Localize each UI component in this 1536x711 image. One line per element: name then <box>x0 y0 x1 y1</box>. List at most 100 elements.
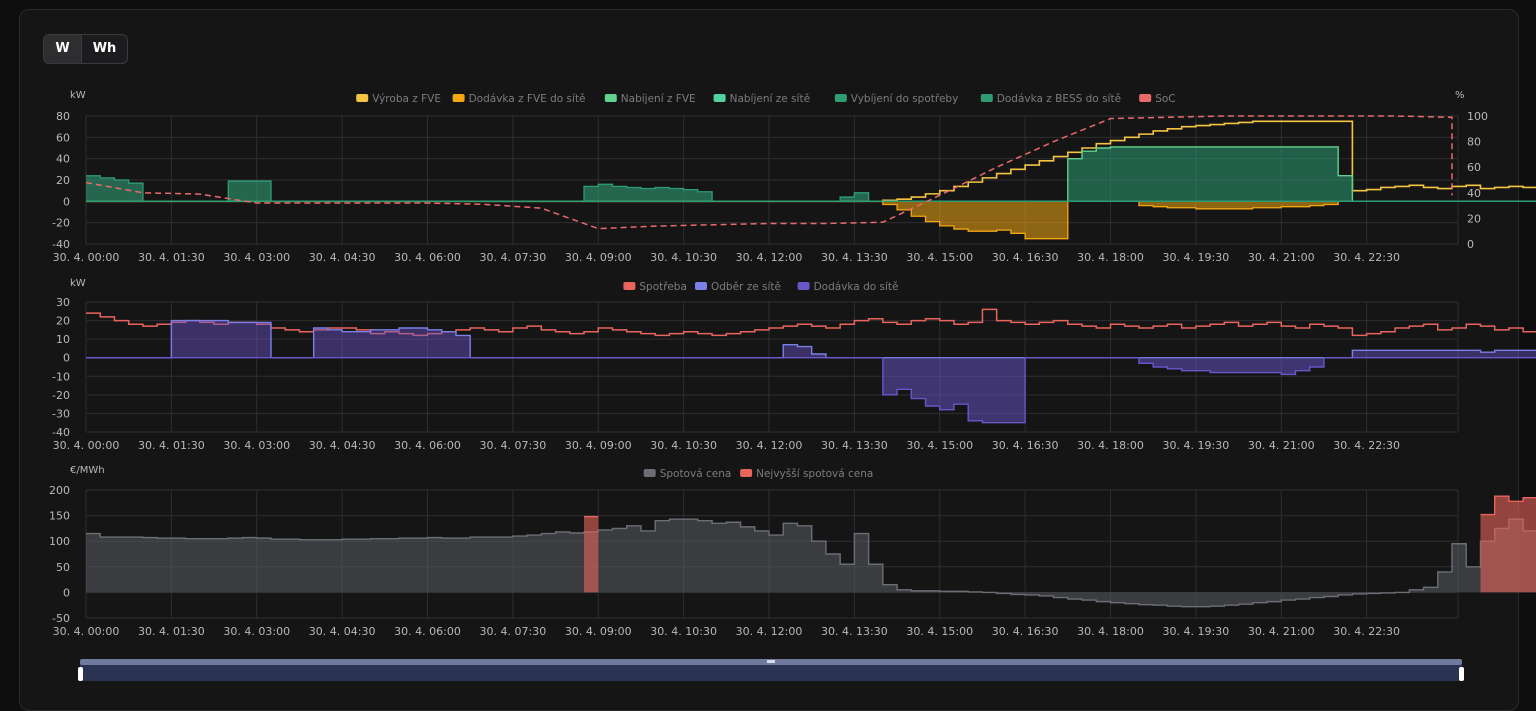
legend-swatch-soc <box>1139 94 1152 102</box>
unit-wh-button[interactable]: Wh <box>92 41 117 56</box>
y-unit-label: kW <box>70 90 86 101</box>
y-tick-label: 80 <box>56 110 70 123</box>
legend-swatch-nabijeni-ze-site <box>713 94 726 102</box>
zoom-left-handle[interactable] <box>78 667 83 681</box>
x-tick-label: 30. 4. 21:00 <box>1248 251 1315 264</box>
y-tick-label: 20 <box>56 174 70 187</box>
y-tick-label: 0 <box>63 586 70 599</box>
y-tick-label: 10 <box>56 333 70 346</box>
zoom-grip[interactable] <box>767 660 775 663</box>
x-tick-label: 30. 4. 00:00 <box>53 251 120 264</box>
x-tick-label: 30. 4. 07:30 <box>480 439 547 452</box>
y-tick-label: 60 <box>56 131 70 144</box>
y2-tick-label: 100 <box>1467 110 1488 123</box>
series-area-dodavka-z-fve-do-site <box>86 201 1536 239</box>
y-unit-label: kW <box>70 278 86 289</box>
x-tick-label: 30. 4. 10:30 <box>650 625 717 638</box>
series-area-spotova-cena <box>86 519 1536 607</box>
x-tick-label: 30. 4. 12:00 <box>736 251 803 264</box>
y-tick-label: -40 <box>52 426 70 439</box>
legend-swatch-nejvyssi-spotova-cena <box>740 469 753 477</box>
x-tick-label: 30. 4. 00:00 <box>53 625 120 638</box>
zoom-right-handle[interactable] <box>1459 667 1464 681</box>
x-tick-label: 30. 4. 15:00 <box>906 625 973 638</box>
x-tick-label: 30. 4. 03:00 <box>223 251 290 264</box>
x-tick-label: 30. 4. 22:30 <box>1333 625 1400 638</box>
x-tick-label: 30. 4. 09:00 <box>565 625 632 638</box>
y-tick-label: 40 <box>56 153 70 166</box>
y-tick-label: 20 <box>56 315 70 328</box>
x-tick-label: 30. 4. 09:00 <box>565 439 632 452</box>
legend-label-dodavka-z-bess-do-site: Dodávka z BESS do sítě <box>997 93 1121 105</box>
x-tick-label: 30. 4. 19:30 <box>1163 251 1230 264</box>
unit-toggle: W Wh <box>43 34 128 64</box>
legend-label-odber-ze-site: Odběr ze sítě <box>711 281 781 293</box>
y2-unit-label: % <box>1455 90 1465 101</box>
y2-tick-label: 40 <box>1467 187 1481 200</box>
y-tick-label: 100 <box>49 535 70 548</box>
legend-swatch-dodavka-do-site <box>797 282 810 290</box>
x-tick-label: 30. 4. 03:00 <box>223 439 290 452</box>
y-tick-label: -20 <box>52 217 70 230</box>
series-area-vybijeni-do-spotreby <box>86 175 1536 202</box>
y-tick-label: 50 <box>56 561 70 574</box>
x-tick-label: 30. 4. 12:00 <box>736 625 803 638</box>
series-area-nabijeni-z-fve <box>86 146 1536 202</box>
series-area-odber-ze-site <box>86 320 1536 358</box>
zoom-slider[interactable] <box>78 659 1464 681</box>
legend-label-dodavka-do-site: Dodávka do sítě <box>814 281 899 293</box>
legend-label-spotreba: Spotřeba <box>639 281 687 293</box>
y2-tick-label: 0 <box>1467 238 1474 251</box>
legend-swatch-dodavka-z-bess-do-site <box>980 94 993 102</box>
legend-label-soc: SoC <box>1155 93 1175 105</box>
highlight-area-nejvyssi-spotova-cena <box>1480 496 1536 593</box>
unit-w-button[interactable]: W <box>44 35 82 63</box>
x-tick-label: 30. 4. 21:00 <box>1248 625 1315 638</box>
x-tick-label: 30. 4. 06:00 <box>394 625 461 638</box>
x-tick-label: 30. 4. 16:30 <box>992 625 1059 638</box>
y-tick-label: -30 <box>52 407 70 420</box>
x-tick-label: 30. 4. 10:30 <box>650 439 717 452</box>
x-tick-label: 30. 4. 01:30 <box>138 251 205 264</box>
x-tick-label: 30. 4. 04:30 <box>309 251 376 264</box>
x-tick-label: 30. 4. 18:00 <box>1077 439 1144 452</box>
y-tick-label: 0 <box>63 352 70 365</box>
x-tick-label: 30. 4. 12:00 <box>736 439 803 452</box>
legend-swatch-spotreba <box>623 282 636 290</box>
y-tick-label: 0 <box>63 195 70 208</box>
x-tick-label: 30. 4. 13:30 <box>821 625 888 638</box>
x-tick-label: 30. 4. 07:30 <box>480 625 547 638</box>
y-unit-label: €/MWh <box>70 465 105 476</box>
y-tick-label: -10 <box>52 370 70 383</box>
x-tick-label: 30. 4. 16:30 <box>992 439 1059 452</box>
x-tick-label: 30. 4. 18:00 <box>1077 625 1144 638</box>
y2-tick-label: 80 <box>1467 136 1481 149</box>
x-tick-label: 30. 4. 22:30 <box>1333 439 1400 452</box>
x-tick-label: 30. 4. 22:30 <box>1333 251 1400 264</box>
x-tick-label: 30. 4. 06:00 <box>394 251 461 264</box>
legend-label-dodavka-z-fve-do-site: Dodávka z FVE do sítě <box>469 93 586 105</box>
x-tick-label: 30. 4. 01:30 <box>138 439 205 452</box>
x-tick-label: 30. 4. 03:00 <box>223 625 290 638</box>
x-tick-label: 30. 4. 16:30 <box>992 251 1059 264</box>
legend-swatch-vybijeni-do-spotreby <box>834 94 847 102</box>
x-tick-label: 30. 4. 06:00 <box>394 439 461 452</box>
x-tick-label: 30. 4. 19:30 <box>1163 625 1230 638</box>
x-tick-label: 30. 4. 21:00 <box>1248 439 1315 452</box>
x-tick-label: 30. 4. 04:30 <box>309 439 376 452</box>
legend-label-nabijeni-z-fve: Nabíjení z FVE <box>621 93 696 105</box>
y-tick-label: 200 <box>49 484 70 497</box>
y2-tick-label: 60 <box>1467 161 1481 174</box>
x-tick-label: 30. 4. 07:30 <box>480 251 547 264</box>
highlight-line-nejvyssi-spotova-cena <box>1480 495 1536 516</box>
x-tick-label: 30. 4. 01:30 <box>138 625 205 638</box>
legend-label-vybijeni-do-spotreby: Vybíjení do spotřeby <box>851 93 959 105</box>
legend-label-nabijeni-ze-site: Nabíjení ze sítě <box>730 93 810 105</box>
series-line-dodavka-z-fve-do-site <box>86 200 1536 240</box>
series-line-dodavka-do-site <box>86 357 1536 424</box>
series-line-spotreba <box>86 308 1536 337</box>
